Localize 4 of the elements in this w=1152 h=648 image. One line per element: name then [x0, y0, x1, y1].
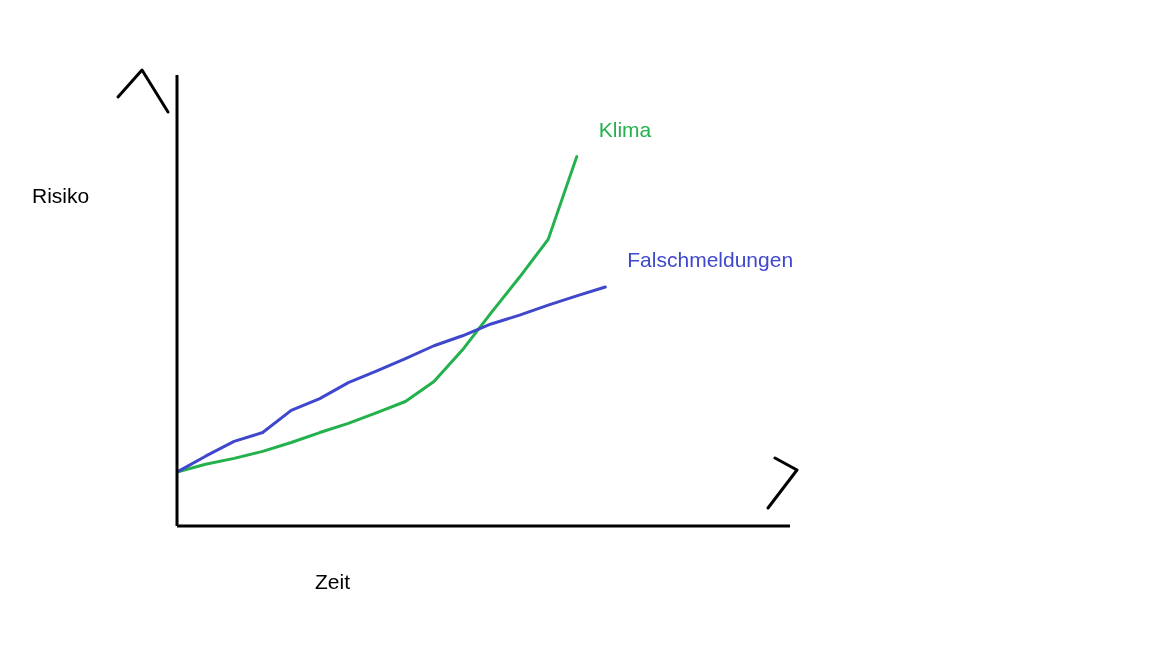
series-label: Klima [598, 117, 652, 141]
x-axis-title: Zeit [315, 570, 351, 594]
y-axis-title: Risiko [32, 184, 90, 208]
series-label: Falschmeldungen [627, 248, 794, 272]
